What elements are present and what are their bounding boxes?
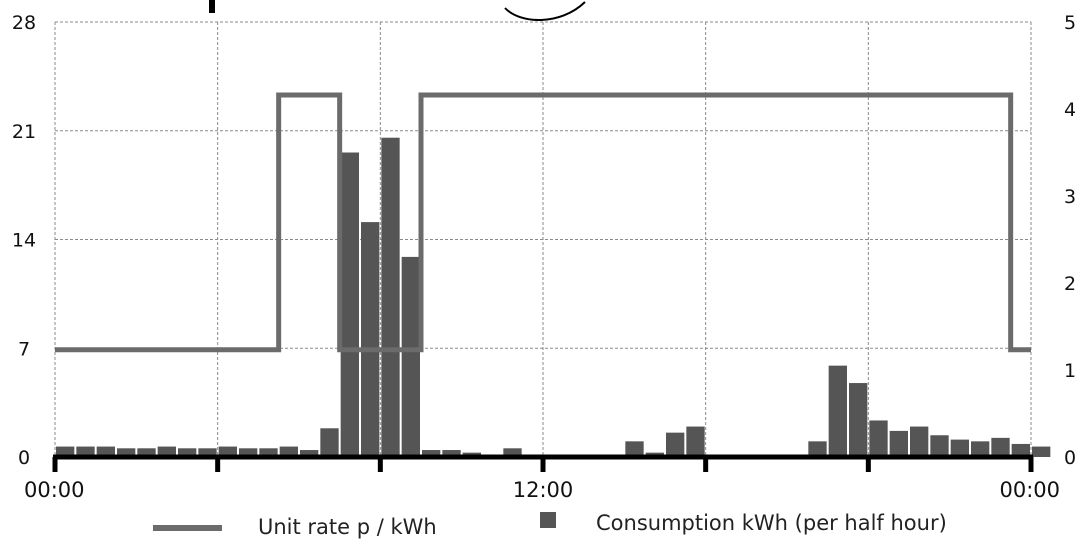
axes	[52, 454, 1034, 472]
consumption-bar	[950, 439, 969, 457]
consumption-bar	[910, 426, 929, 457]
consumption-bar	[157, 446, 176, 457]
consumption-bar	[340, 152, 359, 457]
x-tick-label: 12:00	[513, 478, 574, 502]
consumption-bar	[889, 430, 908, 457]
consumption-bar	[96, 446, 115, 457]
y-right-tick-label: 5	[1064, 12, 1076, 34]
consumption-bar	[117, 448, 136, 457]
consumption-bar	[300, 450, 319, 457]
consumption-bar	[381, 137, 400, 457]
consumption-bar	[361, 222, 380, 457]
consumption-bar	[930, 435, 949, 457]
consumption-bar	[76, 446, 95, 457]
y-left-tick-label: 0	[18, 447, 30, 469]
consumption-bar	[198, 448, 217, 457]
legend-consumption-label: Consumption kWh (per half hour)	[596, 511, 947, 535]
consumption-bar	[869, 420, 888, 457]
consumption-bar	[422, 450, 441, 457]
consumption-bar	[1011, 443, 1030, 457]
consumption-bar	[666, 432, 685, 457]
y-right-tick-label: 0	[1064, 447, 1076, 469]
left-y-axis-labels: 0 7 14 21 28	[12, 12, 36, 469]
consumption-bar	[808, 441, 827, 457]
consumption-bar	[625, 441, 644, 457]
y-right-tick-label: 2	[1064, 273, 1076, 295]
unit-rate-line-group	[55, 92, 1031, 353]
consumption-bar	[218, 446, 237, 457]
y-left-tick-label: 7	[18, 338, 30, 360]
consumption-bar	[279, 446, 298, 457]
cropped-title-fragment	[504, 1, 586, 21]
y-right-tick-label: 4	[1064, 99, 1076, 121]
legend: Unit rate p / kWh Consumption kWh (per h…	[153, 511, 947, 539]
y-right-tick-label: 3	[1064, 186, 1076, 208]
consumption-bar	[137, 448, 156, 457]
consumption-bar	[178, 448, 197, 457]
x-axis-labels: 00:00 12:00 00:00	[24, 478, 1060, 502]
consumption-bar	[503, 448, 522, 457]
consumption-bar	[828, 365, 847, 457]
consumption-bar	[971, 441, 990, 457]
y-right-tick-label: 1	[1064, 360, 1076, 382]
x-tick-label: 00:00	[999, 478, 1060, 502]
unit-rate-line	[55, 92, 1031, 353]
consumption-bar	[259, 448, 278, 457]
consumption-bars	[56, 137, 1051, 457]
consumption-bar	[239, 448, 258, 457]
legend-unit-rate-label: Unit rate p / kWh	[258, 515, 437, 539]
grid-lines	[54, 21, 1032, 457]
x-tick-label: 00:00	[24, 478, 85, 502]
y-left-tick-label: 28	[12, 12, 36, 34]
consumption-bar	[686, 426, 705, 457]
consumption-bar	[442, 450, 461, 457]
consumption-bar	[56, 446, 75, 457]
consumption-bar	[401, 256, 420, 457]
consumption-bar	[991, 437, 1010, 457]
consumption-bar	[1032, 446, 1051, 457]
consumption-bar	[849, 383, 868, 457]
y-left-tick-label: 14	[12, 230, 36, 252]
y-left-tick-label: 21	[12, 121, 36, 143]
legend-consumption-swatch	[540, 512, 556, 528]
right-y-axis-labels: 0 1 2 3 4 5	[1064, 12, 1076, 469]
consumption-bar	[320, 428, 339, 457]
